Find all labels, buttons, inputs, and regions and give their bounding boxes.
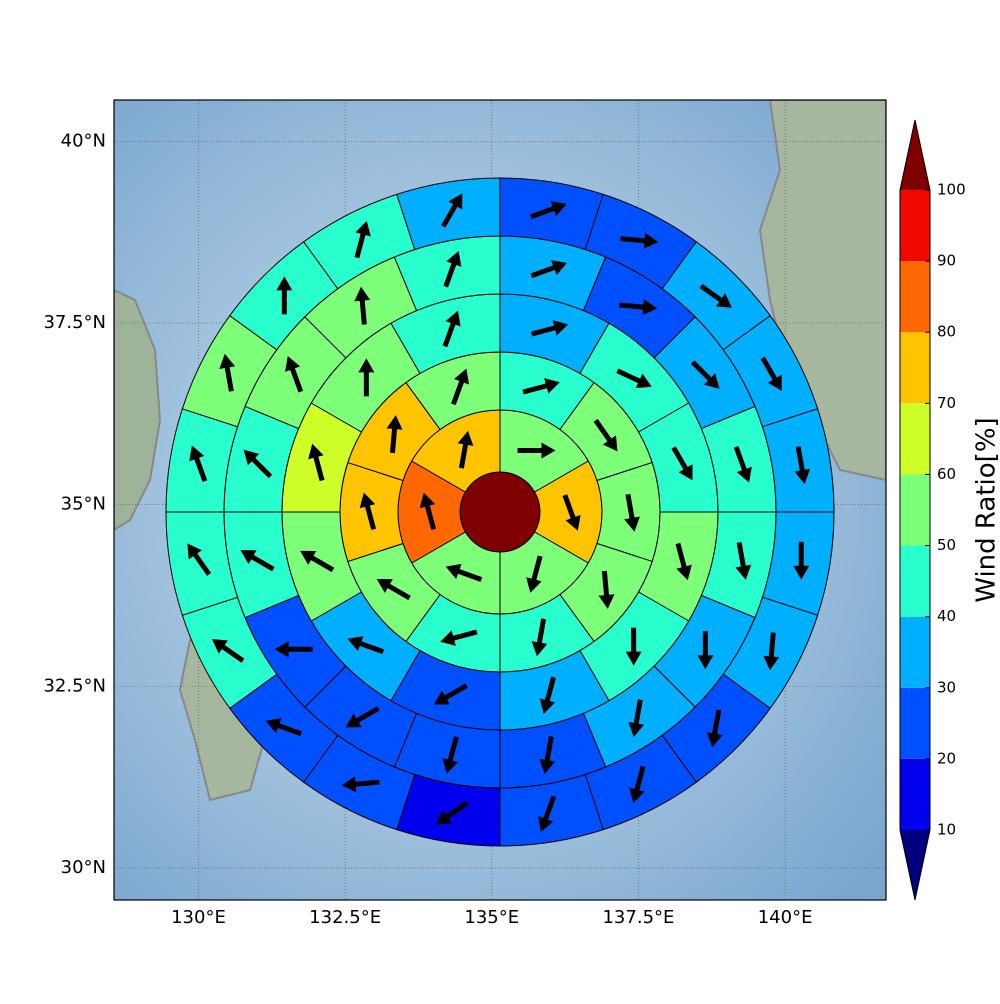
y-tick-label: 40°N (61, 130, 106, 151)
colorbar-tick-label: 80 (937, 323, 956, 341)
colorbar-label: Wind Ratio[%] (972, 417, 1000, 602)
x-tick-label: 140°E (758, 907, 813, 928)
colorbar-tick-label: 10 (937, 821, 956, 839)
x-tick-label: 137.5°E (602, 907, 674, 928)
sectors (166, 178, 834, 846)
colorbar: 10 20 30 40 50 60 70 80 90 100 (900, 120, 966, 900)
y-tick-label: 35°N (61, 494, 106, 515)
colorbar-segment (900, 617, 930, 688)
colorbar-tick-label: 20 (937, 749, 956, 767)
y-tick-label: 37.5°N (43, 312, 106, 333)
colorbar-over (900, 120, 930, 190)
colorbar-segment (900, 474, 930, 545)
colorbar-segment (900, 759, 930, 830)
x-tick-label: 132.5°E (309, 907, 381, 928)
colorbar-segment (900, 688, 930, 759)
colorbar-segment (900, 332, 930, 403)
colorbar-tick-label: 40 (937, 607, 956, 625)
colorbar-segment (900, 403, 930, 474)
colorbar-segment (900, 190, 930, 261)
x-tick-label: 135°E (464, 907, 519, 928)
colorbar-segment (900, 261, 930, 332)
colorbar-tick-label: 90 (937, 252, 956, 270)
colorbar-tick-label: 50 (937, 536, 956, 554)
x-tick-label: 130°E (171, 907, 226, 928)
colorbar-tick-label: 70 (937, 394, 956, 412)
colorbar-tick-label: 100 (937, 181, 966, 199)
colorbar-under (900, 830, 930, 900)
colorbar-tick-label: 60 (937, 465, 956, 483)
y-tick-label: 30°N (61, 857, 106, 878)
colorbar-segment (900, 546, 930, 617)
colorbar-tick-label: 30 (937, 678, 956, 696)
y-tick-label: 32.5°N (43, 675, 106, 696)
